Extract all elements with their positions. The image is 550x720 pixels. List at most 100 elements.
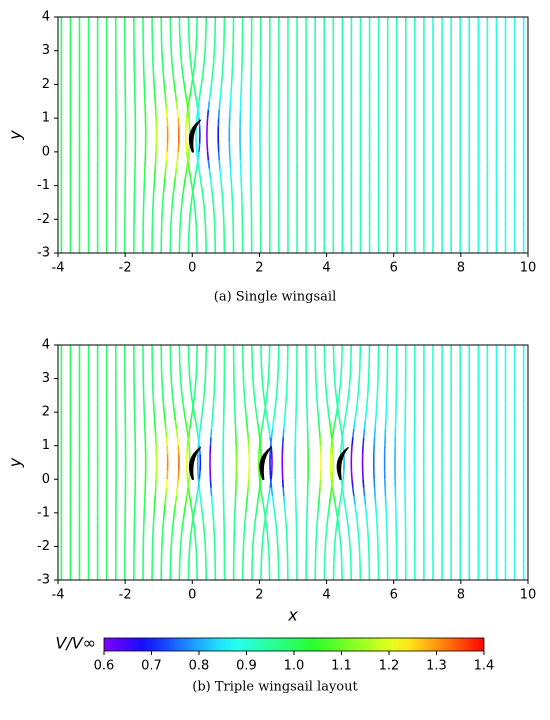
wingsail (337, 447, 348, 479)
streamline-segment (266, 521, 267, 529)
streamline-segment (213, 202, 214, 210)
y-tick-label: 2 (42, 77, 50, 92)
streamline-segment (167, 110, 168, 118)
streamline-segment (154, 513, 155, 521)
streamline-segment (257, 496, 258, 504)
streamline-segment (194, 177, 195, 185)
streamline-segment (187, 110, 188, 118)
axes-frame (58, 345, 528, 580)
streamline-segment (200, 84, 201, 92)
streamline-segment (155, 93, 156, 101)
streamline-segment (173, 404, 174, 412)
streamline-segment (244, 521, 245, 529)
streamline-segment (222, 68, 223, 76)
streamline-segment (358, 530, 359, 538)
streamline-segment (183, 404, 184, 412)
colorbar-tick-label: 1.2 (379, 659, 400, 674)
colorbar-tick-label: 1.0 (284, 659, 305, 674)
streamline-segment (358, 387, 359, 395)
streamline-segment (268, 538, 269, 546)
streamline-segment (263, 504, 264, 512)
streamline-segment (194, 412, 195, 420)
streamline-segment (155, 429, 156, 437)
streamline-segment (174, 412, 175, 420)
streamline-segment (195, 496, 196, 504)
streamline-segment (352, 479, 353, 487)
streamline-segment (352, 437, 353, 445)
streamline-segment (191, 68, 192, 76)
streamline-segment (154, 404, 155, 412)
streamline-segment (274, 412, 275, 420)
streamline-segment (338, 395, 339, 403)
x-axis-label: x (287, 606, 298, 625)
streamline-segment (177, 110, 178, 118)
streamline-segment (319, 421, 320, 429)
streamline-segment (256, 412, 257, 420)
streamline-segment (328, 412, 329, 420)
streamline-segment (220, 169, 221, 177)
streamline-segment (193, 194, 194, 202)
streamline-segment (204, 387, 205, 395)
streamline-segment (317, 395, 318, 403)
streamline-segment (375, 429, 376, 437)
streamline-segment (365, 496, 366, 504)
streamline-segment (259, 471, 260, 479)
streamline-segment (197, 110, 198, 118)
streamline-segment (171, 211, 172, 219)
streamline-segment (211, 76, 212, 84)
streamline-segment (317, 521, 318, 529)
streamline-segment (222, 76, 223, 84)
streamline-segment (154, 186, 155, 194)
streamline-segment (356, 513, 357, 521)
streamline-segment (166, 160, 167, 168)
streamline-segment (166, 429, 167, 437)
streamline-segment (346, 404, 347, 412)
streamline-segment (195, 211, 196, 219)
streamline-segment (191, 412, 192, 420)
y-tick-label: -2 (37, 212, 50, 227)
streamline-segment (342, 488, 343, 496)
y-tick-label: 0 (42, 472, 50, 487)
streamline-segment (177, 437, 178, 445)
streamline-segment (375, 421, 376, 429)
streamline-segment (331, 471, 332, 479)
streamline-segment (195, 421, 196, 429)
streamline-segment (264, 395, 265, 403)
x-tick-label: 2 (255, 261, 263, 276)
streamline-segment (172, 530, 173, 538)
streamline-segment (329, 496, 330, 504)
streamline-segment (177, 479, 178, 487)
streamline-segment (204, 530, 205, 538)
streamline-segment (162, 530, 163, 538)
streamline-segment (255, 404, 256, 412)
streamline-segment (165, 93, 166, 101)
y-tick-label: -1 (37, 178, 50, 193)
streamline-segment (272, 429, 273, 437)
streamline-segment (376, 412, 377, 420)
streamline-segment (275, 404, 276, 412)
streamline-segment (194, 59, 195, 67)
streamline-segment (327, 521, 328, 529)
y-axis-label: y (6, 130, 25, 141)
streamline-segment (173, 186, 174, 194)
streamline-segment (345, 412, 346, 420)
streamline-segment (375, 496, 376, 504)
streamline-segment (207, 143, 208, 151)
streamline-segment (356, 404, 357, 412)
streamline-segment (165, 421, 166, 429)
streamline-segment (375, 488, 376, 496)
streamline-segment (366, 404, 367, 412)
x-tick-label: -4 (52, 261, 65, 276)
streamline-segment (335, 538, 336, 546)
streamline-segment (187, 471, 188, 479)
streamline-segment (248, 437, 249, 445)
streamline-segment (182, 194, 183, 202)
streamline-segment (199, 488, 200, 496)
streamline-segment (207, 118, 208, 126)
x-tick-label: -2 (119, 588, 132, 603)
y-tick-label: 3 (42, 371, 50, 386)
streamline-segment (317, 404, 318, 412)
streamline-segment (155, 496, 156, 504)
streamline-segment (185, 169, 186, 177)
streamline-segment (167, 437, 168, 445)
